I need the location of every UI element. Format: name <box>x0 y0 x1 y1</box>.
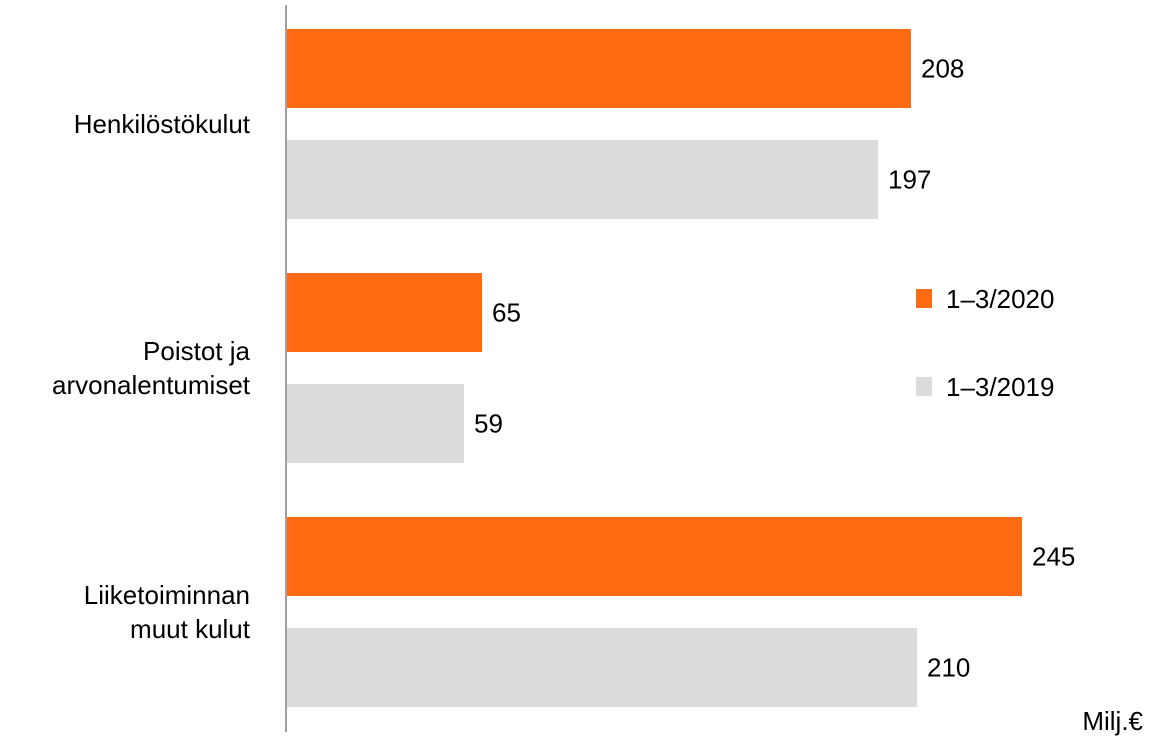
category-label-1: Henkilöstökulut <box>74 109 251 139</box>
category-label-line: muut kulut <box>130 614 251 644</box>
category-label-line: Poistot ja <box>143 336 250 366</box>
category-label-line: Henkilöstökulut <box>74 109 251 139</box>
category-label-line: Liiketoiminnan <box>84 580 250 610</box>
value-label-series1-cat2: 65 <box>492 298 521 328</box>
unit-label: Milj.€ <box>1082 706 1143 736</box>
value-label-series1-cat3: 245 <box>1032 542 1075 572</box>
legend: 1–3/2020 1–3/2019 <box>916 284 1054 402</box>
legend-label-1: 1–3/2020 <box>946 284 1054 314</box>
bar-series2-cat3 <box>287 628 917 707</box>
bars-group <box>287 29 1022 707</box>
legend-label-2: 1–3/2019 <box>946 372 1054 402</box>
category-label-3: Liiketoiminnan muut kulut <box>84 580 251 644</box>
value-label-series2-cat2: 59 <box>474 409 503 439</box>
bar-series2-cat1 <box>287 140 878 219</box>
legend-swatch-2 <box>916 377 932 396</box>
bar-series1-cat3 <box>287 517 1022 596</box>
legend-swatch-1 <box>916 289 932 308</box>
value-labels-group: 208 197 65 59 245 210 <box>474 54 1075 683</box>
bar-series2-cat2 <box>287 384 464 463</box>
value-label-series2-cat3: 210 <box>927 653 970 683</box>
category-labels-group: Henkilöstökulut Poistot ja arvonalentumise… <box>52 109 251 644</box>
category-label-2: Poistot ja arvonalentumiset <box>52 336 251 400</box>
category-label-line: arvonalentumiset <box>52 370 251 400</box>
bar-series1-cat2 <box>287 273 482 352</box>
bar-series1-cat1 <box>287 29 911 108</box>
value-label-series1-cat1: 208 <box>921 54 964 84</box>
value-label-series2-cat1: 197 <box>888 165 931 195</box>
